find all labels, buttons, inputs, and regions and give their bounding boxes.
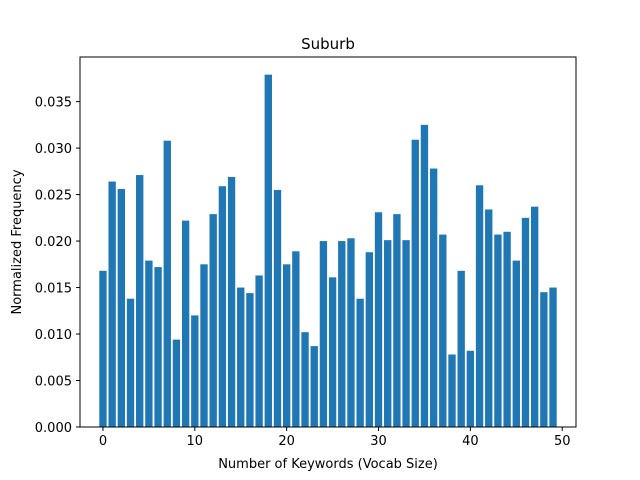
bar-46 [521,217,530,427]
bar-41 [475,185,484,427]
bar-43 [494,234,502,427]
y-tick-label: 0.035 [35,96,72,111]
bar-14 [227,176,236,427]
x-tick-label: 40 [462,434,479,449]
bar-45 [512,260,520,427]
y-tick-label: 0.015 [35,282,72,297]
bar-19 [273,189,282,427]
bar-18 [264,74,272,427]
x-tick-label: 20 [278,434,295,449]
bar-17 [255,275,263,427]
bar-4 [136,175,144,427]
x-tick-label: 10 [187,434,204,449]
bar-12 [209,214,217,427]
bar-16 [246,293,254,427]
x-tick-label: 0 [99,434,107,449]
bar-9 [181,220,190,427]
bar-39 [457,270,465,427]
y-axis-ticks: 0.000 0.005 0.010 0.015 0.020 0.025 0.030 0.035 [35,96,80,436]
bar-38 [448,354,456,427]
y-axis-label: Normalized Frequency [10,169,25,314]
bar-5 [145,260,153,427]
bar-44 [503,231,511,427]
bar-42 [485,209,493,427]
bar-15 [237,287,245,427]
bar-36 [429,168,438,427]
y-tick-label: 0.030 [35,142,72,157]
bar-6 [154,267,162,427]
bar-11 [200,264,208,427]
y-tick-label: 0.025 [35,189,72,204]
bar-33 [402,240,410,427]
bar-47 [530,206,539,427]
bar-29 [365,252,374,427]
plot-frame [79,56,577,428]
bar-37 [439,234,447,427]
bar-32 [393,214,401,427]
bar-2 [117,189,126,427]
chart-title: Suburb [301,35,355,53]
bar-3 [126,298,135,427]
bar-27 [347,238,355,427]
bar-28 [356,298,364,427]
bar-24 [319,241,328,427]
bar-35 [420,124,429,428]
bar-8 [172,339,181,427]
bar-49 [549,287,557,427]
bar-1 [108,181,116,427]
x-tick-label: 30 [370,434,387,449]
bar-7 [163,140,171,428]
bar-0 [99,270,107,427]
bar-23 [310,346,318,427]
bar-48 [540,292,548,427]
y-tick-label: 0.005 [35,375,72,390]
bar-31 [384,240,392,427]
x-axis-label: Number of Keywords (Vocab Size) [218,457,438,472]
x-tick-label: 50 [554,434,571,449]
bar-10 [191,315,199,427]
bars-group [99,74,557,428]
bar-30 [374,212,383,427]
bar-20 [282,264,291,427]
bar-22 [301,332,309,427]
bar-13 [218,186,227,427]
y-tick-label: 0.010 [35,328,72,343]
x-axis-ticks: 0 10 20 30 40 50 [99,427,571,449]
bar-21 [292,251,300,427]
bar-25 [328,277,337,427]
bar-40 [466,350,475,427]
bar-26 [338,241,346,427]
y-tick-label: 0.020 [35,235,72,250]
bar-34 [411,139,419,428]
y-tick-label: 0.000 [35,421,72,436]
